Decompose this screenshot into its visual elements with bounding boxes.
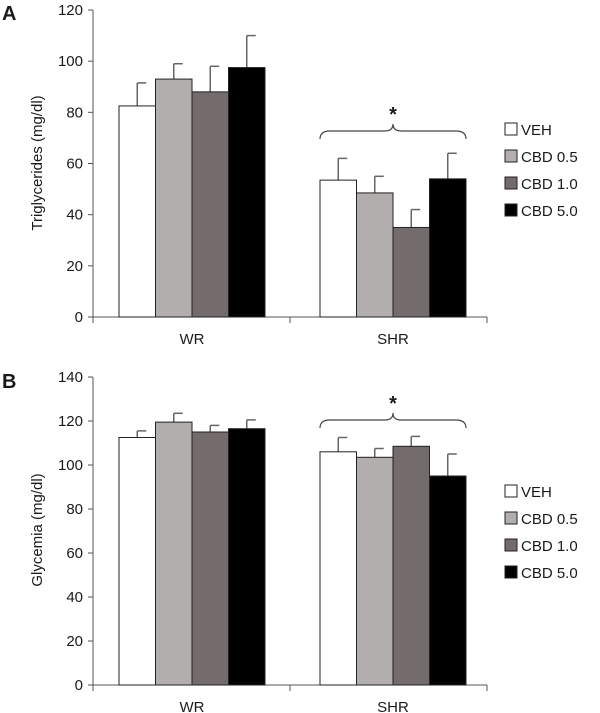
panel-a-bar bbox=[429, 178, 467, 318]
panel-a-significance-brace bbox=[319, 123, 467, 140]
panel-a-x-tick-label: SHR bbox=[377, 331, 409, 348]
panel-b-legend-label: CBD 0.5 bbox=[521, 511, 578, 528]
panel-a-y-tick-label: 0 bbox=[75, 309, 83, 326]
panel-b-glycemia: B Glycemia (mg/dl) 0 20 40 60 80 100 120 140 WR S… bbox=[2, 369, 578, 713]
panel-b-legend-label: CBD 5.0 bbox=[521, 565, 578, 582]
panel-a-y-tick-label: 20 bbox=[66, 258, 83, 275]
panel-b-y-tick-label: 100 bbox=[58, 457, 83, 474]
panel-b-y-tick-label: 60 bbox=[66, 545, 83, 562]
panel-b-y-tick-label: 0 bbox=[75, 677, 83, 694]
panel-b-y-tick-label: 40 bbox=[66, 589, 83, 606]
panel-a-bar bbox=[228, 67, 266, 318]
panel-b-legend-label: CBD 1.0 bbox=[521, 538, 578, 555]
panel-b-bar bbox=[228, 428, 266, 686]
panel-a-y-tick-label: 100 bbox=[58, 53, 83, 70]
panel-b-significance-brace bbox=[319, 412, 467, 429]
panel-b-x-tick-label: SHR bbox=[377, 699, 409, 713]
panel-b-y-tick-label: 80 bbox=[66, 501, 83, 518]
panel-b-legend-label: VEH bbox=[521, 484, 552, 501]
panel-b-bar bbox=[392, 445, 430, 686]
panel-a-bar bbox=[118, 105, 156, 318]
panel-a-bar bbox=[356, 192, 394, 318]
panel-b-bar bbox=[429, 475, 467, 686]
panel-b-bar bbox=[155, 421, 193, 686]
panel-b-label: B bbox=[2, 371, 16, 393]
panel-a-y-axis-title: Triglycerides (mg/dl) bbox=[29, 95, 46, 230]
panel-a-bar bbox=[319, 179, 357, 318]
panel-b-legend-swatch bbox=[504, 565, 518, 579]
panel-a-legend-swatch bbox=[504, 122, 518, 136]
panel-a-significance-marker: * bbox=[389, 104, 397, 126]
panel-a-legend-label: CBD 1.0 bbox=[521, 176, 578, 193]
panel-a-legend-label: VEH bbox=[521, 122, 552, 139]
panel-a-bar bbox=[392, 226, 430, 318]
panel-a-bar bbox=[191, 91, 229, 318]
panel-a-y-tick-label: 120 bbox=[58, 2, 83, 19]
panel-b-legend-swatch bbox=[504, 484, 518, 498]
panel-b-significance-marker: * bbox=[389, 393, 397, 415]
panel-a-y-tick-label: 60 bbox=[66, 156, 83, 173]
panel-a-label: A bbox=[2, 3, 16, 25]
panel-b-bar bbox=[191, 431, 229, 686]
panel-a-legend-swatch bbox=[504, 203, 518, 217]
panel-a-x-tick-label: WR bbox=[180, 331, 205, 348]
panel-b-bar bbox=[356, 456, 394, 686]
panel-b-x-tick-label: WR bbox=[180, 699, 205, 713]
panel-a-legend-swatch bbox=[504, 176, 518, 190]
panel-b-y-tick-label: 140 bbox=[58, 369, 83, 386]
panel-b-legend-swatch bbox=[504, 538, 518, 552]
panel-b-legend: VEH CBD 0.5 CBD 1.0 CBD 5.0 bbox=[504, 484, 578, 582]
panel-a-y-tick-label: 40 bbox=[66, 207, 83, 224]
panel-a-y-tick-label: 80 bbox=[66, 104, 83, 121]
panel-b-bar bbox=[319, 451, 357, 686]
panel-a-triglycerides: A Triglycerides (mg/dl) 0 20 40 60 80 100 120 W… bbox=[2, 2, 578, 348]
panel-b-legend-swatch bbox=[504, 511, 518, 525]
panel-a-legend: VEH CBD 0.5 CBD 1.0 CBD 5.0 bbox=[504, 122, 578, 220]
panel-b-y-tick-label: 20 bbox=[66, 633, 83, 650]
panel-a-legend-swatch bbox=[504, 149, 518, 163]
panel-b-plot: 0 20 40 60 80 100 120 140 WR SHR * bbox=[58, 369, 488, 713]
panel-a-legend-label: CBD 5.0 bbox=[521, 203, 578, 220]
panel-b-bar bbox=[118, 437, 156, 686]
panel-b-y-tick-label: 120 bbox=[58, 413, 83, 430]
panel-a-bar bbox=[155, 78, 193, 318]
panel-b-y-axis-title: Glycemia (mg/dl) bbox=[29, 473, 46, 586]
panel-a-plot: 0 20 40 60 80 100 120 WR SHR * bbox=[58, 2, 488, 348]
panel-a-legend-label: CBD 0.5 bbox=[521, 149, 578, 166]
